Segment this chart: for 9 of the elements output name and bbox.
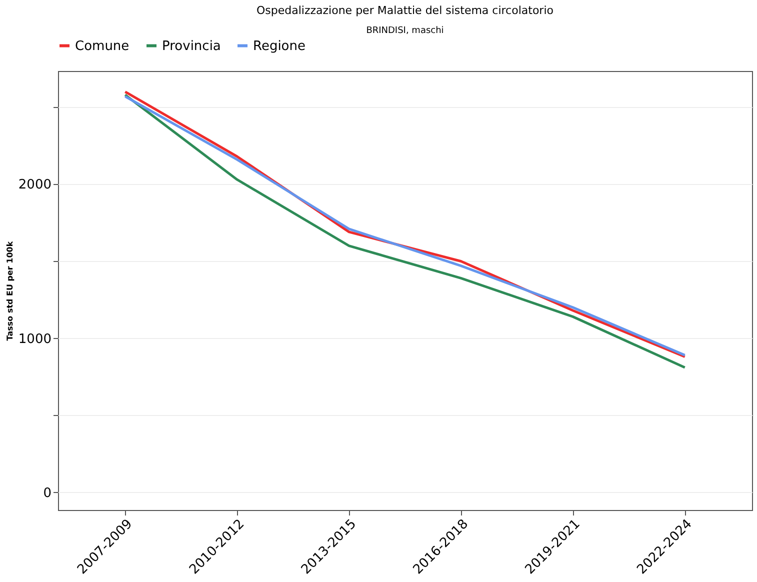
legend-label: Regione — [253, 38, 306, 54]
y-tick-label: 2000 — [18, 178, 52, 193]
y-axis-title: Tasso std EU per 100k — [5, 240, 14, 341]
y-tick-label: 0 — [43, 486, 52, 501]
legend-label: Provincia — [162, 38, 221, 54]
y-tick-label: 1000 — [18, 332, 52, 347]
chart-title: Ospedalizzazione per Malattie del sistema circolatorio — [256, 4, 554, 17]
chart-subtitle: BRINDISI, maschi — [366, 26, 444, 36]
legend-label: Comune — [75, 38, 130, 54]
